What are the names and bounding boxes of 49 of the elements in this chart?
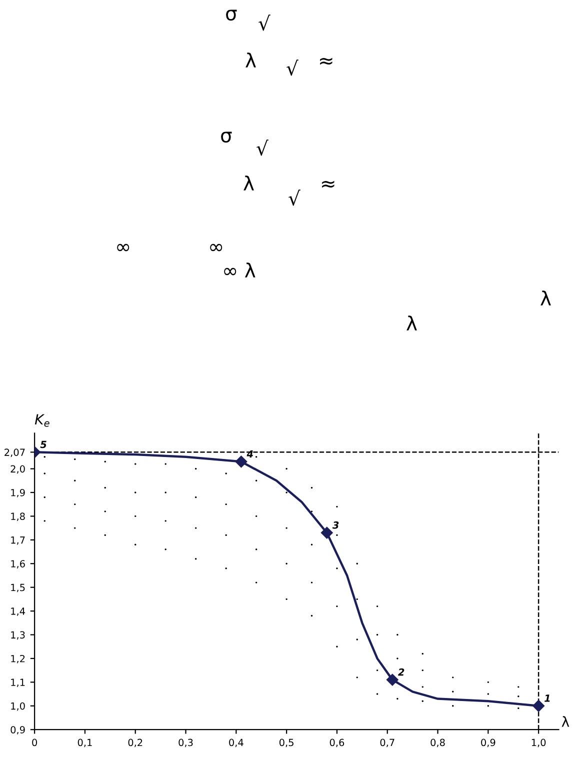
y-tick-label: 1,1: [11, 678, 25, 687]
x-tick-label: 0,2: [128, 738, 142, 748]
y-tick-label: 2,07: [4, 448, 25, 457]
y-tick-label: 1,7: [11, 536, 25, 545]
y-tick-label: 1,9: [11, 488, 25, 498]
text: ∞: [117, 244, 130, 252]
text: λ: [246, 52, 256, 68]
point: [532, 700, 545, 712]
text: ≈: [322, 180, 334, 188]
text: λ: [244, 176, 254, 190]
text: σ: [226, 10, 237, 21]
annotation: 2: [398, 668, 404, 676]
text: ≈: [320, 58, 332, 65]
text: λ: [406, 316, 417, 330]
text: √: [286, 60, 298, 76]
text: λ: [540, 290, 551, 306]
x-tick-label: 0,4: [229, 738, 244, 748]
x-tick-label: 0,9: [481, 738, 496, 748]
point: [234, 455, 248, 468]
annotation: 1: [544, 694, 550, 702]
x-tick-label: 0,1: [78, 738, 92, 748]
x-tick-label: 0,7: [380, 738, 394, 748]
x-tick-label: 0: [32, 738, 38, 746]
x-tick-label: 1,0: [532, 738, 546, 748]
annotation: 3: [332, 521, 339, 529]
y-tick-label: 1,8: [11, 512, 25, 522]
text: √: [258, 14, 270, 31]
x-tick-label: 0,6: [330, 738, 344, 748]
x-tick-label: 0,3: [178, 738, 193, 748]
text: σ: [221, 132, 232, 143]
text: ∞: [210, 244, 222, 252]
point: [320, 526, 334, 539]
annotation: 5: [40, 440, 46, 448]
y-tick-label: 1,3: [11, 631, 25, 640]
x-tick-label: 0,8: [430, 738, 445, 748]
y-tick-label: 1,2: [11, 654, 25, 664]
text: √: [256, 140, 268, 156]
x-tick-label: 0,5: [279, 738, 294, 748]
text: ∞ λ: [224, 262, 256, 278]
x-axis-title: λ: [562, 716, 570, 727]
y-tick-label: 1,5: [11, 584, 25, 592]
y-axis-title: K$_{e}$: [34, 414, 50, 427]
y-tick-label: 2,0: [10, 465, 25, 474]
y-tick-label: 1,0: [11, 702, 25, 711]
point: [386, 674, 399, 686]
y-tick-label: 1,6: [11, 560, 25, 568]
y-tick-label: 0,9: [10, 726, 25, 734]
y-tick-label: 1,4: [11, 608, 25, 616]
text: √: [288, 190, 300, 206]
